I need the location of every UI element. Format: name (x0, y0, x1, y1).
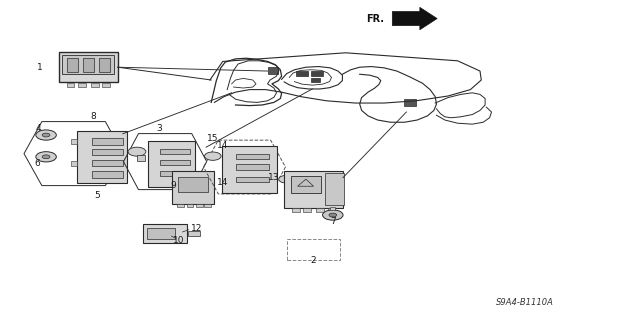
Bar (83, 58, 94, 72)
Bar (160, 159, 189, 165)
Bar (172, 171, 214, 204)
Circle shape (323, 210, 343, 220)
Bar (316, 208, 324, 212)
Bar (237, 177, 269, 182)
Bar (204, 204, 211, 207)
Bar (77, 131, 127, 183)
Text: 7: 7 (330, 217, 335, 226)
Bar (99, 58, 110, 72)
Bar (328, 208, 335, 212)
Bar (196, 204, 203, 207)
Bar (311, 78, 320, 82)
Bar (137, 155, 145, 161)
Bar (311, 71, 323, 76)
Bar (187, 204, 193, 207)
Bar (296, 71, 308, 76)
Bar (78, 83, 86, 87)
Bar (237, 164, 269, 170)
Bar (223, 146, 277, 193)
Bar (404, 99, 416, 106)
Text: 10: 10 (173, 236, 185, 245)
Circle shape (128, 147, 146, 156)
Bar (303, 208, 311, 212)
Bar (179, 177, 208, 192)
Polygon shape (392, 7, 437, 30)
Text: 9: 9 (170, 181, 175, 190)
Bar (287, 239, 340, 260)
Bar (188, 231, 200, 236)
Bar (284, 171, 343, 208)
Bar (324, 173, 344, 205)
Text: 15: 15 (207, 134, 218, 143)
Bar (92, 160, 123, 166)
Bar (292, 208, 300, 212)
Bar (147, 228, 175, 239)
Bar (330, 207, 335, 210)
Bar (237, 154, 269, 159)
Bar (177, 204, 184, 207)
Bar (160, 171, 189, 176)
Circle shape (279, 175, 294, 183)
Circle shape (42, 133, 50, 137)
Bar (102, 83, 110, 87)
Bar (91, 83, 99, 87)
Text: 14: 14 (217, 178, 228, 187)
Bar (148, 141, 195, 187)
Text: 12: 12 (191, 224, 203, 233)
Bar (291, 176, 321, 193)
Bar (63, 55, 114, 74)
Text: 2: 2 (311, 256, 316, 265)
Text: FR.: FR. (366, 13, 384, 24)
Text: 13: 13 (268, 173, 280, 182)
Text: 5: 5 (95, 191, 100, 200)
Text: 3: 3 (156, 124, 161, 132)
Bar (160, 149, 189, 155)
Bar (71, 161, 77, 166)
Text: 6: 6 (35, 159, 40, 168)
Text: 8: 8 (90, 112, 95, 121)
Circle shape (36, 152, 56, 162)
Bar (71, 139, 77, 144)
Text: 14: 14 (217, 141, 228, 150)
Bar (92, 148, 123, 155)
Text: 4: 4 (36, 124, 41, 132)
Circle shape (205, 152, 221, 160)
Bar (92, 171, 123, 178)
Bar (268, 67, 278, 74)
Bar (143, 224, 187, 243)
Text: S9A4-B1110A: S9A4-B1110A (496, 298, 554, 307)
Bar (67, 58, 78, 72)
Circle shape (36, 130, 56, 140)
Text: 1: 1 (37, 63, 42, 72)
Bar (67, 83, 74, 87)
Bar (92, 138, 123, 145)
Bar (59, 52, 118, 83)
Circle shape (42, 155, 50, 159)
Circle shape (329, 213, 337, 217)
